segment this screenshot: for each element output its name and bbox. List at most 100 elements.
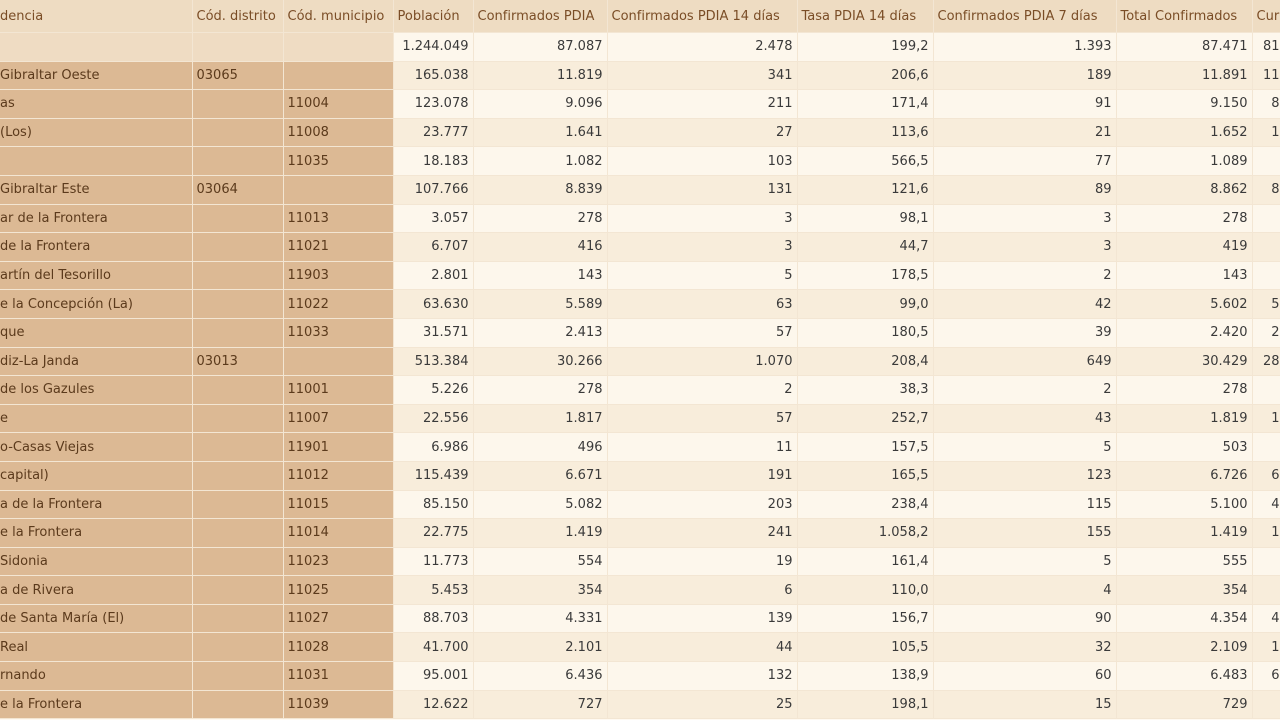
table-cell: 87.471 xyxy=(1116,32,1253,62)
table-cell xyxy=(1252,575,1280,605)
table-cell: 11008 xyxy=(283,118,394,148)
table-cell: capital) xyxy=(0,461,193,491)
column-header: Población xyxy=(393,0,474,33)
table-cell: 341 xyxy=(607,61,798,91)
table-cell: 503 xyxy=(1116,432,1253,462)
table-cell: 278 xyxy=(473,204,608,234)
table-cell: 27 xyxy=(607,118,798,148)
table-cell: 113,6 xyxy=(797,118,934,148)
table-cell: 198,1 xyxy=(797,690,934,720)
table-cell: 1.819 xyxy=(1116,404,1253,434)
table-cell: 238,4 xyxy=(797,490,934,520)
table-row: 1.244.049 87.087 2.478 199,2 1.393 87.471 81 xyxy=(0,32,1280,62)
table-cell: que xyxy=(0,318,193,348)
table-cell: e la Frontera xyxy=(0,690,193,720)
table-cell: 278 xyxy=(473,375,608,405)
table-cell: 3 xyxy=(607,232,798,262)
table-row: capital) 11012 115.439 6.671 191 165,5 123 6.72… xyxy=(0,461,1280,491)
table-cell: 3 xyxy=(933,232,1117,262)
table-cell: 03013 xyxy=(192,347,284,377)
table-cell: 1.058,2 xyxy=(797,518,934,548)
table-cell xyxy=(192,32,284,62)
table-cell: 11.891 xyxy=(1116,61,1253,91)
table-cell: 11.773 xyxy=(393,547,474,577)
table-cell: 8 xyxy=(1252,89,1280,119)
column-header: Confirmados PDIA 7 días xyxy=(933,0,1117,33)
table-cell: e xyxy=(0,404,193,434)
table-cell: 3.057 xyxy=(393,204,474,234)
column-header: Cur xyxy=(1252,0,1280,33)
table-cell: 44,7 xyxy=(797,232,934,262)
table-row: de Santa María (El) 11027 88.703 4.331 139 15… xyxy=(0,604,1280,634)
table-cell xyxy=(192,432,284,462)
table-cell xyxy=(283,175,394,205)
table-cell: 6 xyxy=(1252,461,1280,491)
table-cell: 11903 xyxy=(283,261,394,291)
table-cell: 6.707 xyxy=(393,232,474,262)
table-cell: 11033 xyxy=(283,318,394,348)
table-cell: 419 xyxy=(1116,232,1253,262)
column-header: dencia xyxy=(0,0,193,33)
table-cell: 8.839 xyxy=(473,175,608,205)
table-cell: 252,7 xyxy=(797,404,934,434)
table-cell: 6.726 xyxy=(1116,461,1253,491)
table-cell: 2.801 xyxy=(393,261,474,291)
table-row: (Los) 11008 23.777 1.641 27 113,6 21 1.652 1 xyxy=(0,118,1280,148)
table-cell xyxy=(192,118,284,148)
table-cell: 131 xyxy=(607,175,798,205)
table-cell: 23.777 xyxy=(393,118,474,148)
table-cell: 85.150 xyxy=(393,490,474,520)
table-cell xyxy=(192,490,284,520)
table-cell: 156,7 xyxy=(797,604,934,634)
table-cell: as xyxy=(0,89,193,119)
table-cell: 513.384 xyxy=(393,347,474,377)
table-cell: 6.986 xyxy=(393,432,474,462)
table-cell: 123 xyxy=(933,461,1117,491)
table-cell: 2.109 xyxy=(1116,632,1253,663)
table-cell: 203 xyxy=(607,490,798,520)
column-header: Cód. municipio xyxy=(283,0,394,33)
table-cell: 12.622 xyxy=(393,690,474,720)
table-cell: 11.819 xyxy=(473,61,608,91)
table-cell: 11901 xyxy=(283,432,394,462)
table-cell: 38,3 xyxy=(797,375,934,405)
table-cell xyxy=(192,89,284,119)
table-cell xyxy=(192,261,284,291)
table-cell: 278 xyxy=(1116,204,1253,234)
table-row: Gibraltar Este 03064 107.766 8.839 131 121,6 8… xyxy=(0,175,1280,205)
table-cell: 11013 xyxy=(283,204,394,234)
table-cell xyxy=(192,604,284,634)
table-cell xyxy=(1252,232,1280,262)
table-cell: 3 xyxy=(933,204,1117,234)
column-header: Confirmados PDIA xyxy=(473,0,608,33)
table-cell: 95.001 xyxy=(393,661,474,691)
table-cell: a de la Frontera xyxy=(0,490,193,520)
table-cell: 278 xyxy=(1116,375,1253,405)
table-cell: 87.087 xyxy=(473,32,608,62)
table-cell: 189 xyxy=(933,61,1117,91)
table-cell: 44 xyxy=(607,632,798,663)
table-cell: ar de la Frontera xyxy=(0,204,193,234)
table-cell: 19 xyxy=(607,547,798,577)
table-cell xyxy=(192,661,284,691)
table-cell: o-Casas Viejas xyxy=(0,432,193,462)
table-cell: 25 xyxy=(607,690,798,720)
table-cell: 121,6 xyxy=(797,175,934,205)
table-cell: 11 xyxy=(607,432,798,462)
table-cell: 30.429 xyxy=(1116,347,1253,377)
table-cell: 110,0 xyxy=(797,575,934,605)
table-cell: 5.226 xyxy=(393,375,474,405)
table-row: o-Casas Viejas 11901 6.986 496 11 157,5 5 503 xyxy=(0,432,1280,462)
table-cell: 88.703 xyxy=(393,604,474,634)
table-cell: 199,2 xyxy=(797,32,934,62)
table-cell: 11 xyxy=(1252,61,1280,91)
table-cell: 9.150 xyxy=(1116,89,1253,119)
table-cell: 1.070 xyxy=(607,347,798,377)
table-cell: 42 xyxy=(933,289,1117,319)
table-cell: 241 xyxy=(607,518,798,548)
table-cell xyxy=(192,518,284,548)
table-cell: 5 xyxy=(933,432,1117,462)
table-cell: 5.602 xyxy=(1116,289,1253,319)
table-cell: 98,1 xyxy=(797,204,934,234)
table-cell xyxy=(1252,690,1280,720)
